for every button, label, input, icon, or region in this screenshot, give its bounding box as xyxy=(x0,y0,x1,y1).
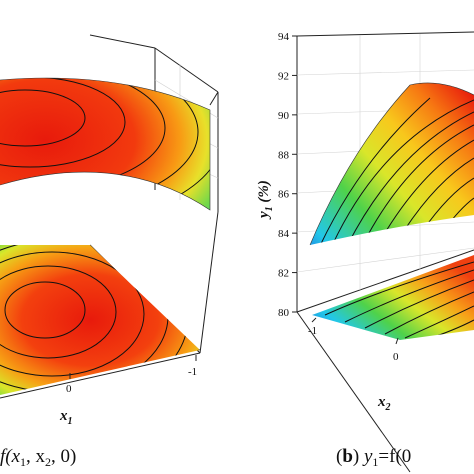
panel-b-y-tick-label: 88 xyxy=(278,149,290,161)
panel-b-y-tick-label: 80 xyxy=(278,307,290,319)
panel-b-x2-axis xyxy=(311,317,399,345)
panel-b: 80 82 84 86 88 90 92 94 xyxy=(256,31,474,473)
panel-b-surface-edge xyxy=(309,82,474,246)
panel-a-caption: f(x1, x2, 0) xyxy=(0,446,76,469)
panel-b-y-axis-label: y1 (%) xyxy=(256,180,275,220)
panel-b-contour-plane xyxy=(312,255,474,340)
panel-b-surface xyxy=(310,82,474,245)
panel-b-plane-contours xyxy=(324,261,474,340)
panel-b-y-tick-label: 84 xyxy=(278,228,290,240)
panel-b-x2-tick-0: 0 xyxy=(393,351,399,363)
panel-b-y-tick-label: 92 xyxy=(278,70,289,82)
panel-b-surface-contours xyxy=(317,97,474,245)
panel-a-x1-axis-label: x1 xyxy=(59,408,73,427)
panel-a-x1-axis xyxy=(69,355,197,379)
panel-b-x2-tick-m1: -1 xyxy=(308,325,317,337)
panel-b-box-frame xyxy=(296,31,474,473)
panel-b-y-tick-label: 90 xyxy=(278,110,290,122)
panel-b-caption: (b) y1=f(0 xyxy=(336,446,411,469)
panel-a-x1-tick-m1: -1 xyxy=(188,366,197,378)
panel-b-x2-axis-label: x2 xyxy=(377,394,391,413)
panel-a-surface-edge xyxy=(0,77,211,211)
panel-a-x1-tick-0: 0 xyxy=(66,383,72,395)
panel-b-y-tick-label: 86 xyxy=(278,189,290,201)
panel-b-y-tick-label: 94 xyxy=(278,31,290,43)
panel-a-surface xyxy=(0,78,210,210)
panel-b-y-axis: 80 82 84 86 88 90 92 94 xyxy=(278,31,297,319)
panel-b-y-tick-label: 82 xyxy=(278,268,289,280)
panel-a: 0 -1 x1 f(x1, x2, 0) xyxy=(0,34,219,469)
